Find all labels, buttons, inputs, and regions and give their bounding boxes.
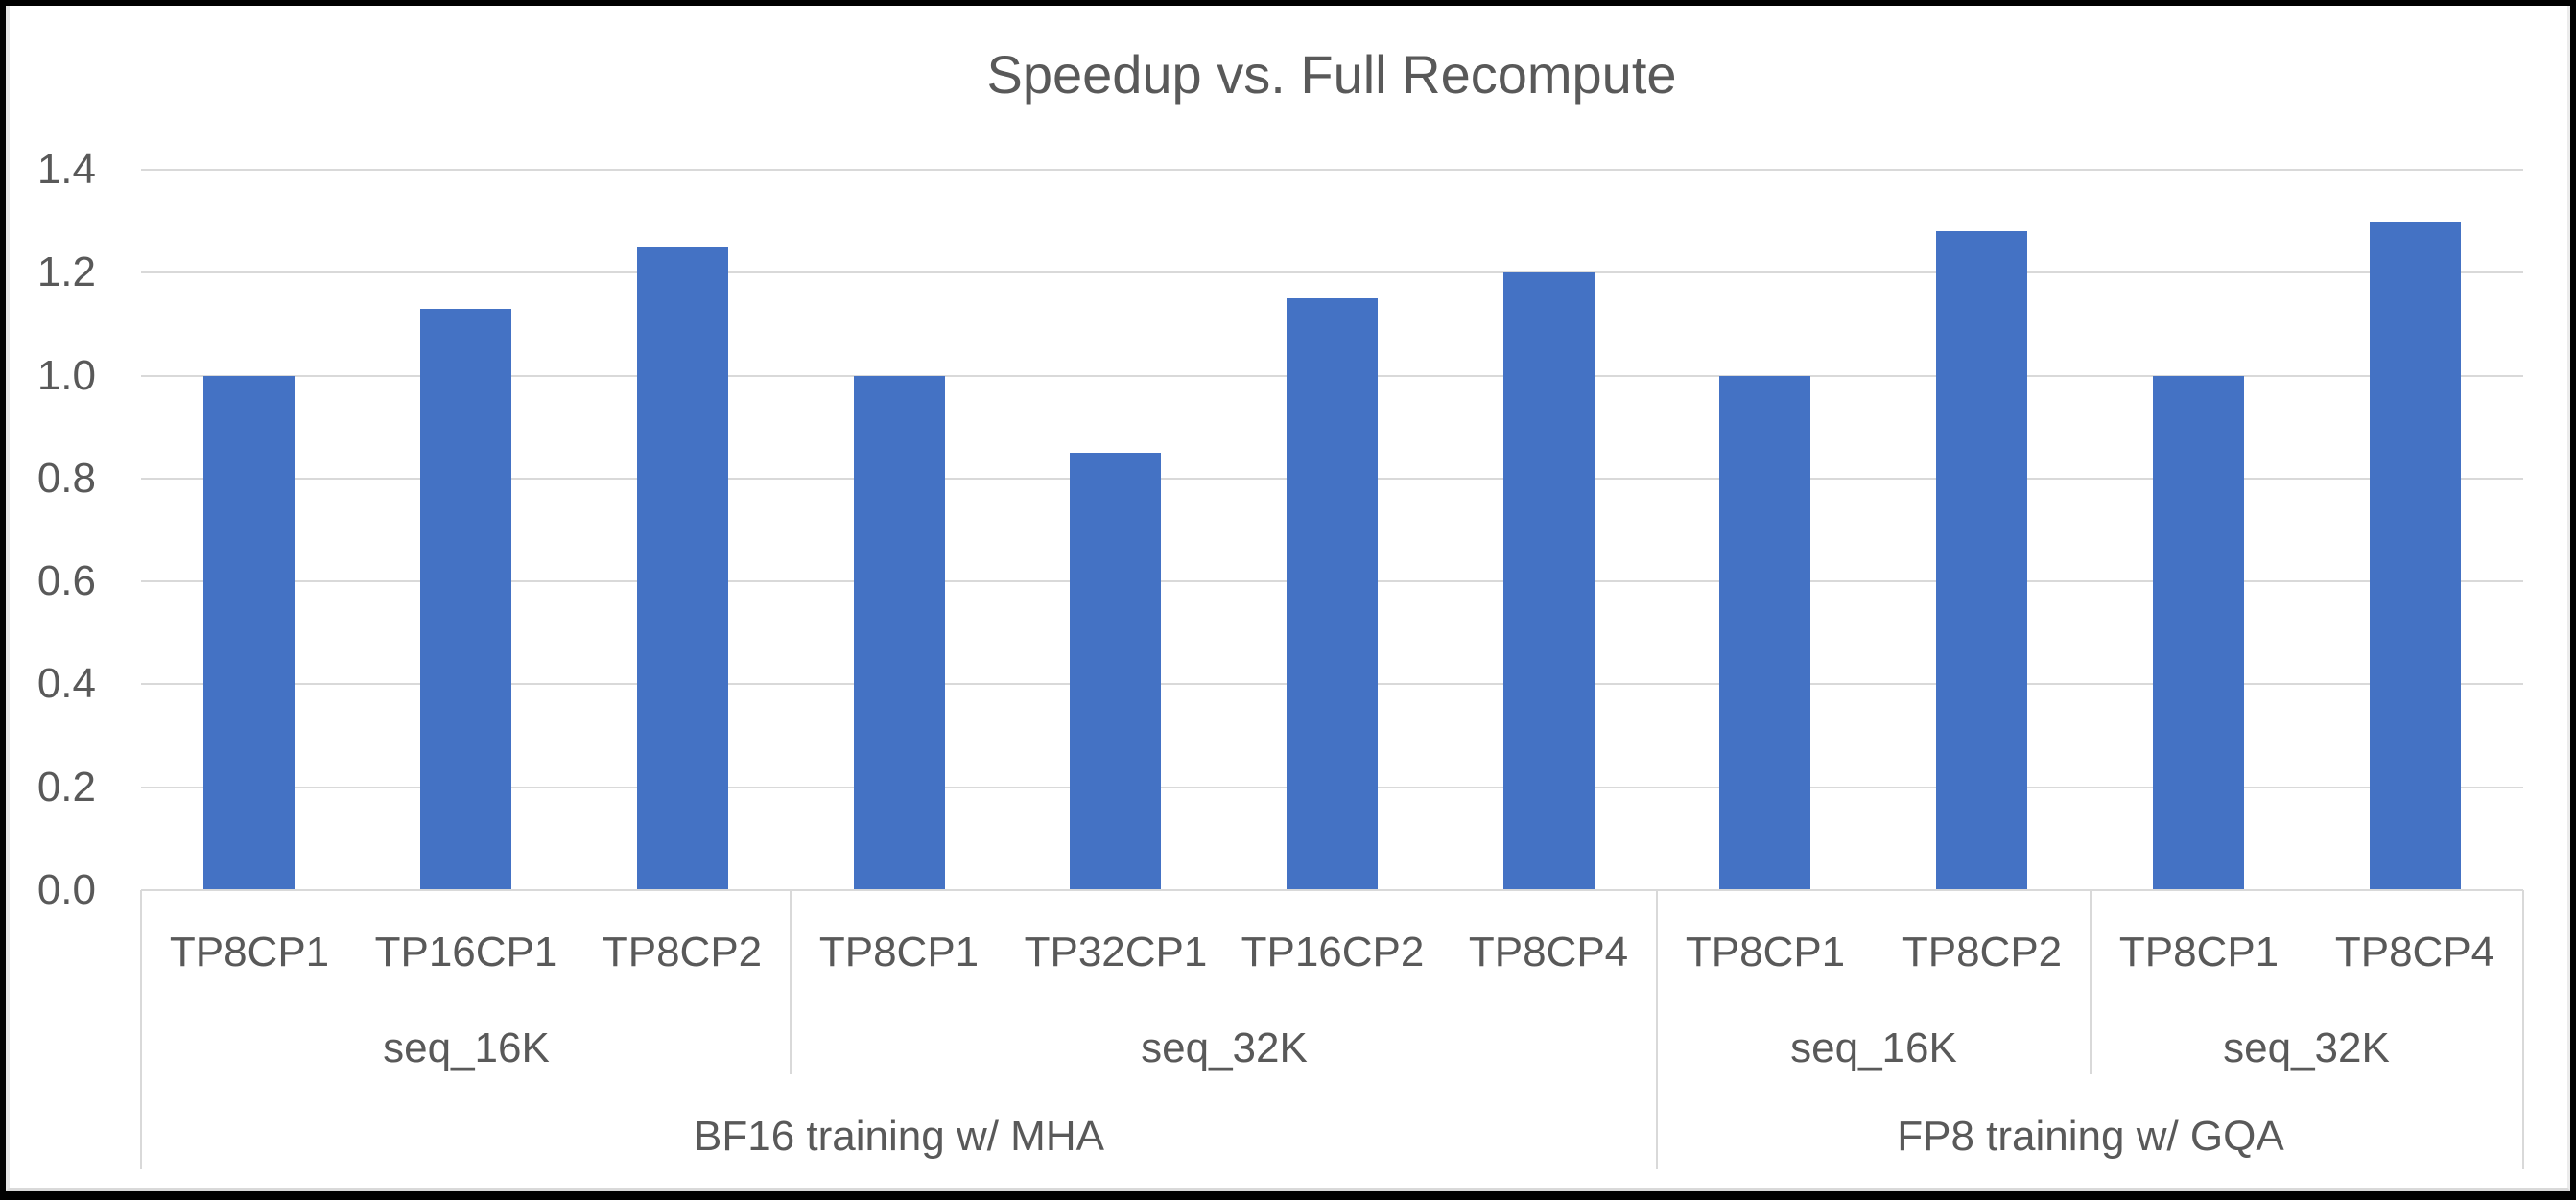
table-separator-full: [140, 890, 142, 1169]
table-separator-full: [2522, 890, 2524, 1169]
bar: [1287, 298, 1378, 890]
y-tick-label: 0.6: [36, 557, 96, 605]
y-tick-label: 0.2: [36, 763, 96, 811]
bar: [420, 309, 511, 890]
x-category-label: TP8CP2: [602, 929, 763, 976]
x-group-label: seq_16K: [383, 1024, 550, 1071]
x-category-label: TP8CP4: [1468, 929, 1629, 976]
x-supergroup-label: FP8 training w/ GQA: [1897, 1113, 2284, 1160]
bar: [1719, 376, 1810, 890]
chart-title: Speedup vs. Full Recompute: [986, 44, 1677, 105]
y-tick-label: 0.4: [36, 660, 96, 708]
x-category-label: TP8CP1: [818, 929, 980, 976]
x-axis-line: [141, 889, 2523, 891]
y-tick-label: 1.0: [36, 351, 96, 399]
x-supergroup-label: BF16 training w/ MHA: [694, 1113, 1104, 1160]
x-group-label: seq_32K: [1141, 1024, 1308, 1071]
x-category-label: TP8CP1: [169, 929, 330, 976]
bar: [637, 247, 728, 890]
x-category-label: TP8CP2: [1902, 929, 2063, 976]
y-tick-label: 0.0: [36, 866, 96, 913]
bar: [854, 376, 945, 890]
x-category-label: TP8CP1: [2118, 929, 2280, 976]
x-category-label: TP8CP4: [2334, 929, 2495, 976]
table-separator-group: [2090, 890, 2092, 1074]
x-category-label: TP16CP2: [1241, 929, 1425, 976]
y-tick-label: 0.8: [36, 454, 96, 502]
bar: [2153, 376, 2244, 890]
bar: [1070, 453, 1161, 890]
gridline: [141, 169, 2523, 171]
table-separator-full: [1656, 890, 1658, 1169]
bar: [2370, 222, 2461, 890]
bar: [1936, 231, 2027, 890]
y-tick-label: 1.4: [36, 146, 96, 193]
table-separator-group: [790, 890, 792, 1074]
x-category-label: TP32CP1: [1024, 929, 1208, 976]
x-group-label: seq_16K: [1790, 1024, 1957, 1071]
x-category-label: TP8CP1: [1685, 929, 1846, 976]
x-group-label: seq_32K: [2223, 1024, 2390, 1071]
bar: [203, 376, 295, 890]
gridline: [141, 271, 2523, 274]
bar: [1503, 272, 1595, 890]
x-category-label: TP16CP1: [374, 929, 558, 976]
y-tick-label: 1.2: [36, 248, 96, 296]
